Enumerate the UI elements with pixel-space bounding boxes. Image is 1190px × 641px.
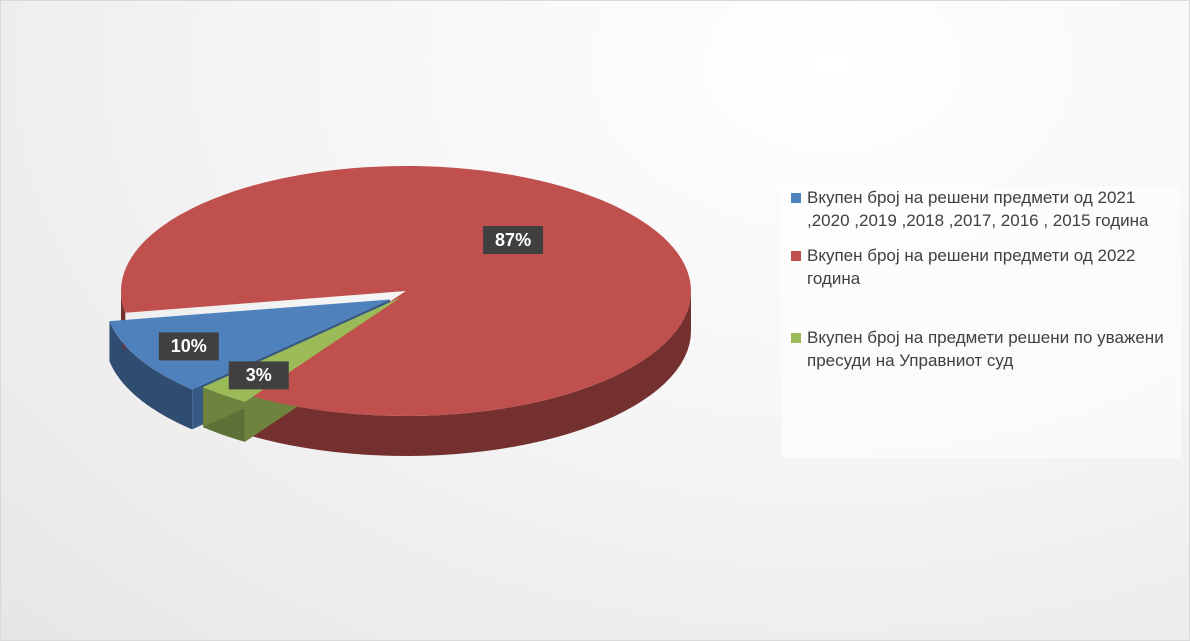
- data-label-box: [158, 332, 219, 361]
- data-label: 87%: [495, 230, 531, 250]
- legend-label: Вкупен број на предмети решени по уважен…: [807, 328, 1164, 370]
- legend-swatch: [791, 251, 801, 261]
- slice-side: [109, 321, 193, 430]
- legend-item: Вкупен број на решени предмети од 2021 ,…: [791, 186, 1181, 232]
- legend-item: Вкупен број на решени предмети од 2022 г…: [791, 244, 1181, 290]
- legend: Вкупен број на решени предмети од 2021 ,…: [781, 186, 1181, 458]
- data-label-box: [483, 226, 544, 255]
- slice-side: [249, 291, 691, 456]
- legend-swatch: [791, 333, 801, 343]
- legend-swatch: [791, 193, 801, 203]
- slice: [121, 166, 691, 416]
- legend-label: Вкупен број на решени предмети од 2022 г…: [807, 246, 1136, 288]
- slice: [109, 299, 391, 390]
- data-label-box: [228, 361, 289, 390]
- data-label: 3%: [246, 365, 272, 385]
- data-label: 10%: [171, 336, 207, 356]
- legend-item: Вкупен број на предмети решени по уважен…: [791, 326, 1181, 372]
- legend-label: Вкупен број на решени предмети од 2021 ,…: [807, 188, 1149, 230]
